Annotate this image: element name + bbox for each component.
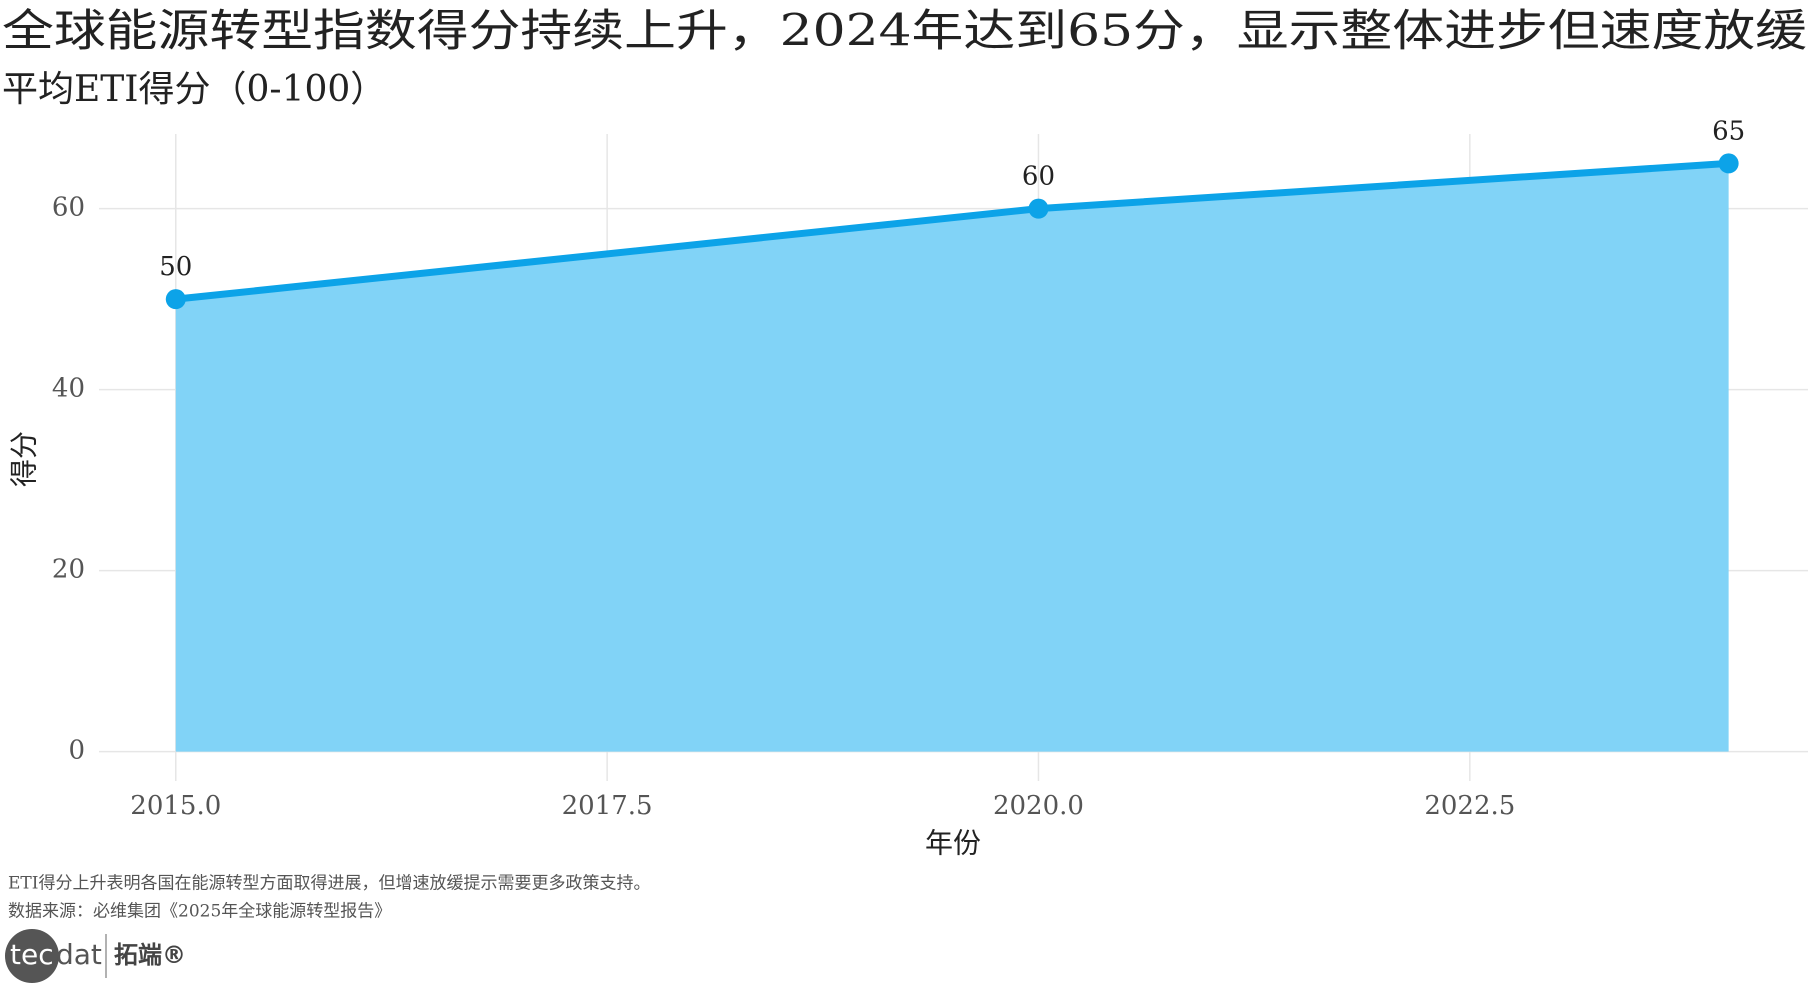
y-tick-label: 20 bbox=[52, 555, 85, 585]
x-tick-label: 2015.0 bbox=[130, 791, 221, 821]
caption: ETI得分上升表明各国在能源转型方面取得进展，但增速放缓提示需要更多政策支持。 bbox=[8, 874, 650, 894]
data-label: 65 bbox=[1712, 116, 1745, 146]
logo: tec dat 拓端® bbox=[5, 929, 186, 983]
y-tick-label: 60 bbox=[52, 193, 85, 223]
point bbox=[165, 289, 186, 310]
x-tick-label: 2020.0 bbox=[993, 791, 1084, 821]
chart-subtitle: 平均ETI得分（0-100） bbox=[2, 69, 386, 110]
x-axis-label: 年份 bbox=[925, 827, 981, 860]
data-label: 50 bbox=[159, 252, 192, 282]
logo-mark: dat bbox=[56, 938, 102, 971]
chart-title: 全球能源转型指数得分持续上升，2024年达到65分，显示整体进步但速度放缓 bbox=[2, 6, 1807, 57]
x-tick-label: 2022.5 bbox=[1424, 791, 1515, 821]
caption: 数据来源：必维集团《2025年全球能源转型报告》 bbox=[8, 902, 391, 922]
y-tick-label: 40 bbox=[52, 374, 85, 404]
area bbox=[175, 163, 1729, 752]
logo-mark: tec bbox=[10, 938, 54, 971]
x-tick-label: 2017.5 bbox=[562, 791, 653, 821]
logo-circle bbox=[5, 929, 59, 983]
data-label: 60 bbox=[1022, 162, 1055, 192]
point bbox=[1028, 198, 1049, 219]
y-axis-label: 得分 bbox=[8, 431, 41, 487]
point bbox=[1718, 153, 1739, 174]
y-tick-label: 0 bbox=[68, 736, 85, 766]
logo-text: 拓端® bbox=[114, 941, 186, 969]
